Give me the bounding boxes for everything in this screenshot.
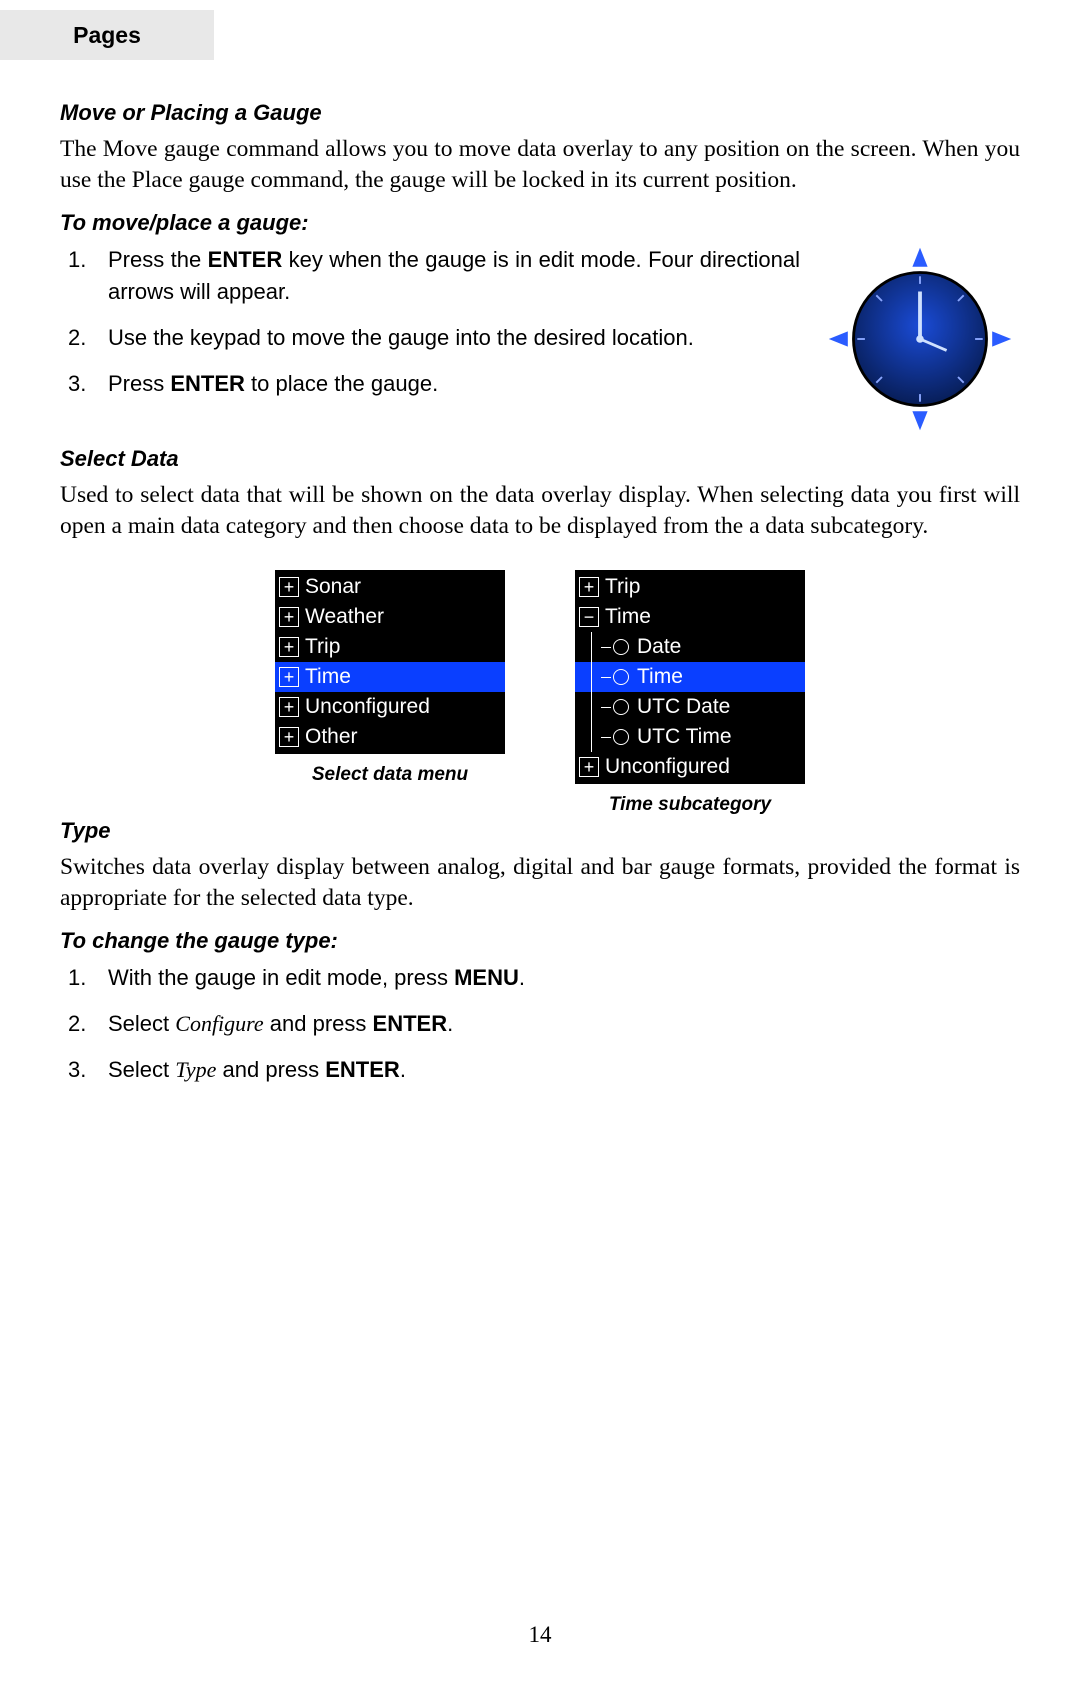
menu-item[interactable]: UTC Time — [575, 722, 805, 752]
move-step-3: 3. Press ENTER to place the gauge. — [108, 368, 800, 400]
radio-icon — [613, 669, 629, 685]
change-type-step-2: 2. Select Configure and press ENTER. — [108, 1008, 1020, 1040]
radio-icon — [613, 639, 629, 655]
menu-item-label: Trip — [605, 575, 640, 599]
radio-icon — [613, 699, 629, 715]
time-subcategory-menu-col: Trip Time Date Time UTC Date UTC Time Unconfig… — [575, 570, 805, 816]
gauge-figure — [820, 244, 1020, 434]
expand-icon — [279, 637, 299, 657]
menu-item[interactable]: Other — [275, 722, 505, 752]
menu-item[interactable]: Trip — [575, 572, 805, 602]
change-type-step-1: 1. With the gauge in edit mode, press ME… — [108, 962, 1020, 994]
move-step-2: 2. Use the keypad to move the gauge into… — [108, 322, 800, 354]
menu-item-label: Other — [305, 725, 358, 749]
menu-item-label: UTC Time — [637, 725, 732, 749]
menu-item-label: Unconfigured — [305, 695, 430, 719]
change-type-step-3: 3. Select Type and press ENTER. — [108, 1054, 1020, 1086]
move-step-1: 1. Press the ENTER key when the gauge is… — [108, 244, 800, 308]
menu-item[interactable]: Time — [575, 602, 805, 632]
change-type-steps: 1. With the gauge in edit mode, press ME… — [60, 962, 1020, 1086]
heading-to-move-place: To move/place a gauge: — [60, 210, 1020, 236]
expand-icon — [279, 727, 299, 747]
select-data-menu-caption: Select data menu — [312, 764, 468, 786]
expand-icon — [579, 757, 599, 777]
expand-icon — [279, 697, 299, 717]
menu-item[interactable]: Weather — [275, 602, 505, 632]
menu-item-label: Unconfigured — [605, 755, 730, 779]
heading-change-gauge-type: To change the gauge type: — [60, 928, 1020, 954]
heading-select-data: Select Data — [60, 446, 1020, 472]
menu-item-label: Date — [637, 635, 681, 659]
para-type: Switches data overlay display between an… — [60, 852, 1020, 914]
menu-item[interactable]: Sonar — [275, 572, 505, 602]
menu-item[interactable]: UTC Date — [575, 692, 805, 722]
expand-icon — [579, 577, 599, 597]
menu-item-label: Time — [305, 665, 351, 689]
time-subcategory-menu: Trip Time Date Time UTC Date UTC Time Unconfig… — [575, 570, 805, 784]
section-tab-label: Pages — [73, 22, 141, 49]
move-steps-list: 1. Press the ENTER key when the gauge is… — [60, 244, 800, 414]
menu-item-label: UTC Date — [637, 695, 730, 719]
menu-item-label: Trip — [305, 635, 340, 659]
page-number: 14 — [0, 1622, 1080, 1648]
heading-move-gauge: Move or Placing a Gauge — [60, 100, 1020, 126]
menu-item-label: Sonar — [305, 575, 361, 599]
select-data-menu-col: Sonar Weather Trip Time Unconfigured Other Se… — [275, 570, 505, 816]
menu-item[interactable]: Time — [575, 662, 805, 692]
menu-item[interactable]: Unconfigured — [275, 692, 505, 722]
page-content: Move or Placing a Gauge The Move gauge c… — [60, 18, 1020, 1086]
menu-item-label: Weather — [305, 605, 384, 629]
menu-screenshots-row: Sonar Weather Trip Time Unconfigured Other Se… — [60, 570, 1020, 816]
menu-item[interactable]: Unconfigured — [575, 752, 805, 782]
section-tab: Pages — [0, 10, 214, 60]
collapse-icon — [579, 607, 599, 627]
expand-icon — [279, 667, 299, 687]
expand-icon — [279, 577, 299, 597]
radio-icon — [613, 729, 629, 745]
time-subcategory-caption: Time subcategory — [609, 794, 771, 816]
analog-clock-gauge-icon — [825, 244, 1015, 434]
menu-item-label: Time — [605, 605, 651, 629]
expand-icon — [279, 607, 299, 627]
para-move-gauge: The Move gauge command allows you to mov… — [60, 134, 1020, 196]
para-select-data: Used to select data that will be shown o… — [60, 480, 1020, 542]
menu-item[interactable]: Time — [275, 662, 505, 692]
move-steps-with-figure: 1. Press the ENTER key when the gauge is… — [60, 244, 1020, 434]
menu-item-label: Time — [637, 665, 683, 689]
heading-type: Type — [60, 818, 1020, 844]
menu-item[interactable]: Date — [575, 632, 805, 662]
select-data-menu: Sonar Weather Trip Time Unconfigured Other — [275, 570, 505, 754]
menu-item[interactable]: Trip — [275, 632, 505, 662]
